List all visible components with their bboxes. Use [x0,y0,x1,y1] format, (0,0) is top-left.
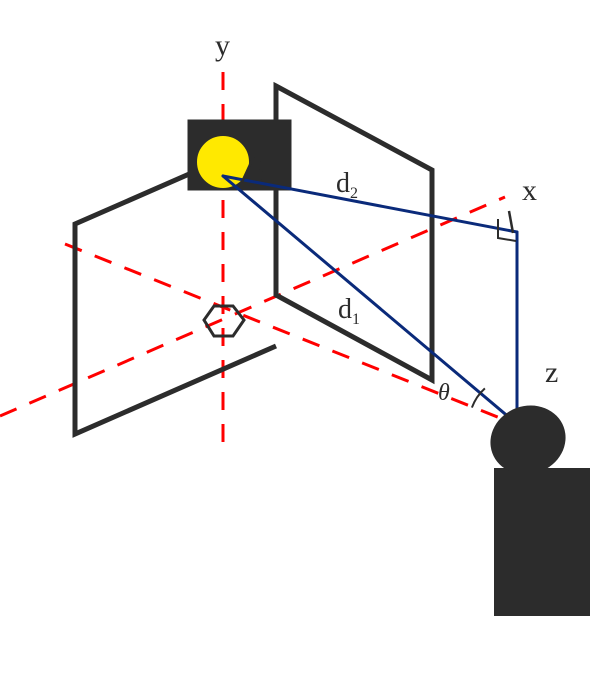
axis-z [65,244,525,428]
label-x: x [522,174,537,207]
label-theta: θ [438,380,450,406]
label-d2: d2 [336,168,358,202]
label-y: y [215,29,230,62]
label-d1: d1 [338,294,360,328]
label-z: z [545,356,558,389]
line-d2 [223,176,517,232]
observer-body [494,468,590,616]
front-panel [276,86,432,380]
